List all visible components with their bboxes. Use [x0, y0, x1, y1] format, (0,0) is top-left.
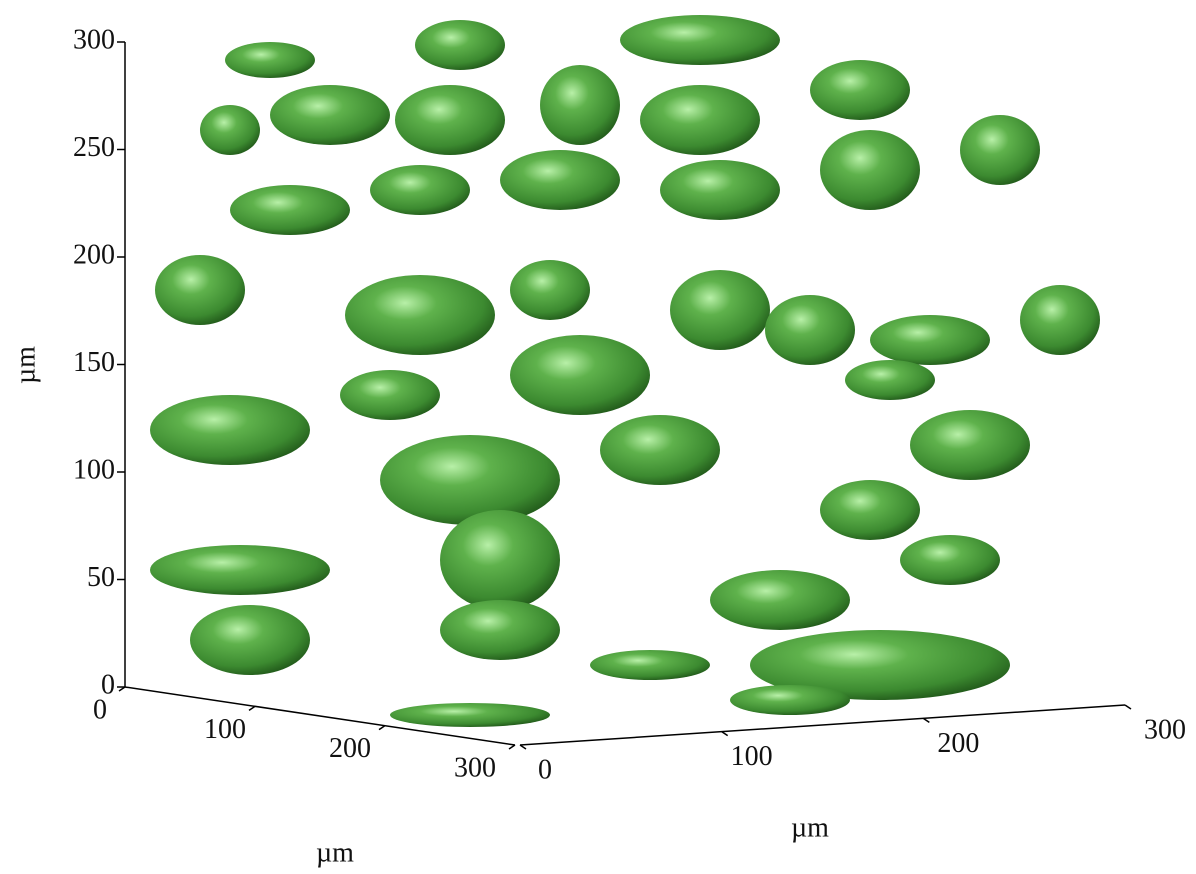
- blob: [660, 160, 780, 220]
- blob: [510, 260, 590, 320]
- blob: [670, 270, 770, 350]
- blob: [510, 335, 650, 415]
- y-tick: [922, 717, 930, 723]
- blob: [340, 370, 440, 420]
- blob: [640, 85, 760, 155]
- blob: [730, 685, 850, 715]
- blob: [155, 255, 245, 325]
- blob: [810, 60, 910, 120]
- z-tick-label: 0: [101, 669, 115, 700]
- x-tick: [508, 744, 516, 750]
- blob: [750, 630, 1010, 700]
- x-axis: [124, 686, 516, 746]
- y-tick-label: 200: [937, 728, 979, 759]
- biofilm-render: [150, 15, 1100, 727]
- z-tick-label: 250: [73, 132, 115, 163]
- blob: [590, 650, 710, 680]
- blob: [765, 295, 855, 365]
- blob: [395, 85, 505, 155]
- blob: [380, 435, 560, 525]
- blob: [150, 545, 330, 595]
- y-tick: [721, 731, 729, 737]
- blob: [150, 395, 310, 465]
- blob: [345, 275, 495, 355]
- x-axis-label: µm: [316, 837, 354, 868]
- x-tick: [248, 705, 256, 711]
- blob: [440, 510, 560, 610]
- blob: [870, 315, 990, 365]
- blob: [820, 480, 920, 540]
- x-tick: [118, 686, 126, 692]
- z-tick-label: 100: [73, 454, 115, 485]
- x-tick: [378, 725, 386, 731]
- z-tick-label: 200: [73, 239, 115, 270]
- blob: [200, 105, 260, 155]
- x-tick-label: 200: [329, 733, 371, 764]
- x-tick-label: 0: [93, 694, 107, 725]
- blob: [270, 85, 390, 145]
- y-tick-label: 300: [1144, 714, 1186, 745]
- y-axis-label: µm: [791, 812, 829, 843]
- blob: [910, 410, 1030, 480]
- y-tick-label: 0: [538, 754, 552, 785]
- blob: [845, 360, 935, 400]
- z-axis-label: µm: [10, 346, 41, 384]
- blob: [710, 570, 850, 630]
- blob: [820, 130, 920, 210]
- blob: [900, 535, 1000, 585]
- blob: [600, 415, 720, 485]
- blob: [230, 185, 350, 235]
- blob: [620, 15, 780, 65]
- blob: [540, 65, 620, 145]
- blob: [225, 42, 315, 78]
- blob: [1020, 285, 1100, 355]
- blob: [190, 605, 310, 675]
- z-tick-label: 150: [73, 347, 115, 378]
- blob: [960, 115, 1040, 185]
- blob: [390, 703, 550, 727]
- y-tick: [519, 744, 527, 750]
- blob: [415, 20, 505, 70]
- y-tick-label: 100: [731, 741, 773, 772]
- x-tick-label: 300: [454, 752, 496, 783]
- blob: [440, 600, 560, 660]
- blob: [500, 150, 620, 210]
- z-tick-label: 50: [87, 562, 115, 593]
- y-axis: [519, 704, 1126, 746]
- z-tick-label: 300: [73, 24, 115, 55]
- blob: [370, 165, 470, 215]
- y-tick: [1124, 704, 1132, 710]
- x-tick-label: 100: [204, 714, 246, 745]
